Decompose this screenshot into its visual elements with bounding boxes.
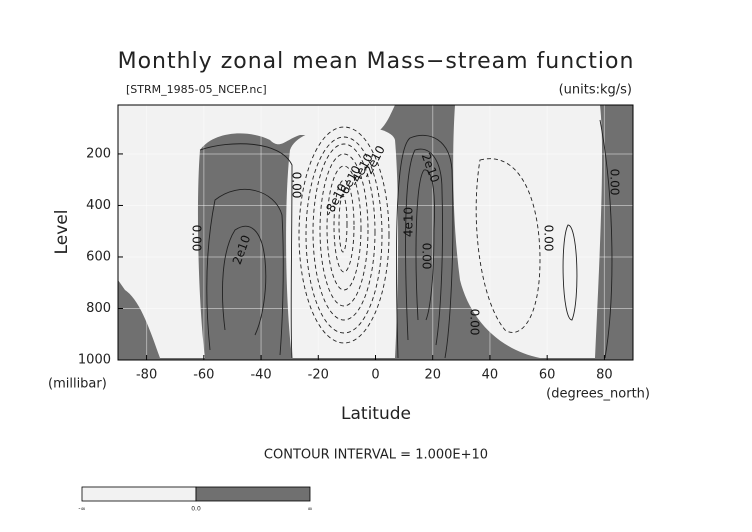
- contour-label: 0.00: [468, 309, 482, 336]
- contour-label: 0.00: [290, 172, 304, 199]
- x-tick-label: 80: [596, 368, 613, 383]
- negative-region: [453, 105, 603, 358]
- x-unit: (degrees_north): [546, 387, 650, 402]
- y-tick-label: 400: [86, 198, 111, 213]
- contour-label: 0.00: [608, 169, 622, 196]
- colorbar-label: 0.0: [191, 506, 201, 513]
- x-tick-label: -40: [250, 368, 271, 383]
- contour-label: 0.00: [542, 225, 556, 252]
- x-tick-label: 20: [424, 368, 441, 383]
- y-tick-label: 600: [86, 249, 111, 264]
- x-axis-label: Latitude: [341, 404, 411, 424]
- contour-label: 0.00: [420, 243, 434, 270]
- contour-interval: CONTOUR INTERVAL = 1.000E+10: [264, 448, 488, 463]
- contour-label: 0.00: [190, 225, 204, 252]
- y-tick-label: 1000: [78, 353, 111, 368]
- contours: [199, 119, 613, 359]
- y-unit: (millibar): [48, 377, 107, 392]
- subtitle: [STRM_1985-05_NCEP.nc]: [126, 83, 267, 96]
- y-axis-label: Level: [52, 210, 72, 255]
- contour-label: 4e10: [402, 207, 416, 237]
- units-label: (units:kg/s): [559, 83, 632, 98]
- colorbar-swatch: [195, 486, 311, 502]
- x-tick-label: 60: [539, 368, 556, 383]
- colorbar-label: ∞: [308, 506, 313, 513]
- y-tick-label: 200: [86, 146, 111, 161]
- chart-title: Monthly zonal mean Mass−stream function: [118, 49, 635, 74]
- x-tick-label: -20: [308, 368, 329, 383]
- y-tick-label: 800: [86, 301, 111, 316]
- negative-region: [125, 143, 197, 341]
- x-tick-label: 0: [371, 368, 379, 383]
- colorbar-label: -∞: [78, 506, 85, 513]
- x-tick-label: -80: [136, 368, 157, 383]
- x-tick-label: 40: [482, 368, 499, 383]
- x-tick-label: -60: [193, 368, 214, 383]
- colorbar-swatch: [81, 486, 197, 502]
